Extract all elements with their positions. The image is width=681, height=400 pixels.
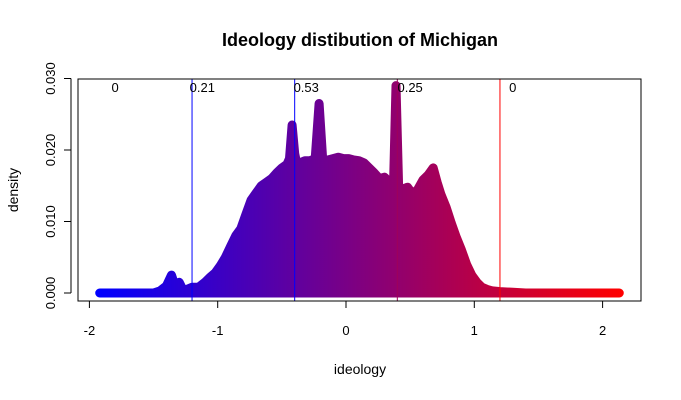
density-series bbox=[95, 81, 624, 298]
y-tick-label: 0.000 bbox=[43, 277, 58, 310]
x-tick-label: -2 bbox=[84, 323, 96, 338]
x-axis: -2 -1 0 1 2 bbox=[84, 300, 606, 338]
x-axis-label: ideology bbox=[334, 361, 386, 377]
region-labels: 0 0.21 0.53 0.25 0 bbox=[111, 80, 516, 95]
y-tick-label: 0.020 bbox=[43, 134, 58, 167]
y-tick-label: 0.030 bbox=[43, 62, 58, 95]
y-axis: 0.000 0.010 0.020 0.030 bbox=[43, 62, 72, 310]
region-label: 0.25 bbox=[397, 80, 422, 95]
region-label: 0 bbox=[509, 80, 516, 95]
x-tick-label: -1 bbox=[212, 323, 224, 338]
x-tick-label: 1 bbox=[471, 323, 478, 338]
threshold-lines bbox=[191, 79, 501, 301]
y-axis-label: density bbox=[5, 168, 21, 212]
y-tick-label: 0.010 bbox=[43, 205, 58, 238]
region-label: 0.53 bbox=[294, 80, 319, 95]
x-tick-label: 0 bbox=[342, 323, 349, 338]
region-label: 0.21 bbox=[190, 80, 215, 95]
region-label: 0 bbox=[111, 80, 118, 95]
x-tick-label: 2 bbox=[599, 323, 606, 338]
density-area bbox=[95, 81, 624, 298]
chart-title: Ideology distibution of Michigan bbox=[222, 30, 498, 50]
